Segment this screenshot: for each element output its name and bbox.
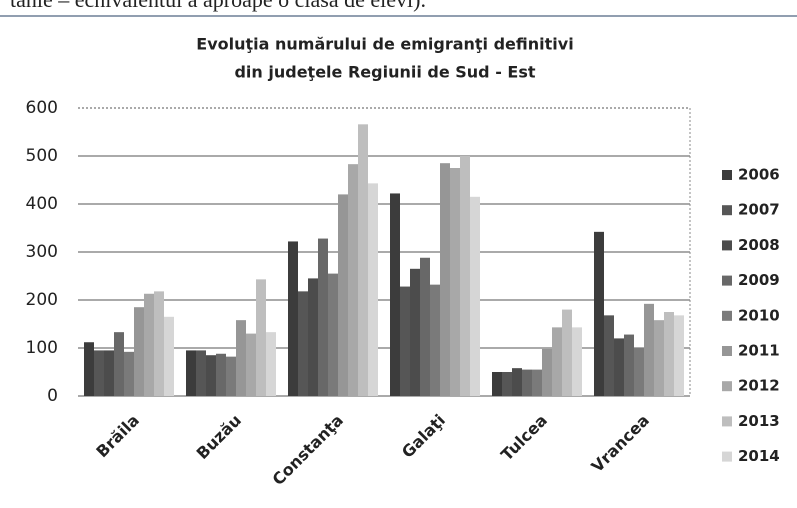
bar: [298, 291, 308, 396]
bar: [84, 342, 94, 396]
bar: [572, 327, 582, 396]
chart-title: Evoluţia numărului de emigranţi definiti…: [196, 35, 573, 54]
bar: [318, 238, 328, 396]
x-tick-label: Constanţa: [269, 411, 347, 489]
bar: [256, 279, 266, 396]
bar: [348, 164, 358, 396]
bar: [206, 355, 216, 396]
legend-label: 2006: [738, 166, 780, 184]
legend-label: 2010: [738, 306, 780, 324]
bar: [288, 241, 298, 396]
bar: [512, 368, 522, 396]
bar: [246, 333, 256, 396]
x-tick-label: Vrancea: [588, 411, 653, 476]
bar: [368, 183, 378, 396]
bar: [450, 168, 460, 396]
page-text: tanie – echivalentul a aproape o clasă d…: [10, 0, 426, 12]
legend-swatch: [722, 275, 732, 286]
legend-label: 2008: [738, 236, 780, 254]
bar: [532, 369, 542, 396]
bar: [400, 286, 410, 396]
y-tick-label: 200: [26, 290, 58, 310]
legend-swatch: [722, 416, 732, 427]
legend-swatch: [722, 346, 732, 356]
bar: [186, 350, 196, 396]
bar: [196, 350, 206, 396]
bar: [358, 124, 368, 396]
legend-swatch: [722, 381, 732, 392]
bar: [552, 327, 562, 396]
y-tick-label: 500: [26, 146, 58, 166]
legend-swatch: [722, 170, 732, 180]
bar: [226, 356, 236, 396]
bar: [634, 348, 644, 396]
x-tick-label: Buzău: [193, 411, 245, 463]
bar: [440, 163, 450, 396]
x-tick-label: Galaţi: [398, 411, 449, 462]
legend-swatch: [722, 451, 732, 462]
y-tick-label: 300: [26, 242, 58, 262]
bar: [164, 316, 174, 396]
bar: [614, 338, 624, 396]
bar: [134, 307, 144, 396]
x-tick-label: Tulcea: [497, 411, 551, 465]
legend-swatch: [722, 310, 732, 321]
bar: [410, 268, 420, 396]
legend-swatch: [722, 205, 732, 216]
bar: [674, 315, 684, 396]
bar: [390, 193, 400, 396]
bar: [124, 351, 134, 396]
bar: [114, 332, 124, 396]
bar: [492, 372, 502, 396]
y-tick-label: 400: [26, 194, 58, 214]
bar: [604, 315, 614, 396]
bar: [562, 309, 572, 396]
bar: [94, 350, 104, 396]
bar: [430, 284, 440, 396]
bar: [664, 312, 674, 396]
bar: [308, 278, 318, 396]
bar: [338, 194, 348, 396]
bar: [470, 196, 480, 396]
legend-label: 2007: [738, 201, 780, 219]
bar: [522, 369, 532, 396]
bar: [654, 320, 664, 396]
bar: [328, 273, 338, 396]
y-tick-label: 0: [47, 386, 58, 406]
bar: [266, 332, 276, 396]
y-tick-label: 600: [26, 98, 58, 118]
bar: [420, 257, 430, 396]
bar: [144, 293, 154, 396]
legend-label: 2012: [738, 377, 780, 395]
bar: [594, 231, 604, 396]
legend-swatch: [722, 240, 732, 251]
bar: [154, 291, 164, 396]
bar: [542, 348, 552, 396]
chart-title: din judeţele Regiunii de Sud - Est: [234, 63, 535, 82]
bar: [460, 156, 470, 396]
bar: [502, 372, 512, 396]
legend-label: 2009: [738, 271, 780, 289]
bar: [624, 334, 634, 396]
bar: [216, 353, 226, 396]
bar: [644, 303, 654, 396]
legend-label: 2013: [738, 412, 780, 430]
legend-label: 2011: [738, 342, 780, 360]
bar: [104, 350, 114, 396]
bar: [236, 320, 246, 396]
x-tick-label: Brăila: [92, 411, 143, 462]
y-tick-label: 100: [26, 338, 58, 358]
legend-label: 2014: [738, 447, 780, 465]
